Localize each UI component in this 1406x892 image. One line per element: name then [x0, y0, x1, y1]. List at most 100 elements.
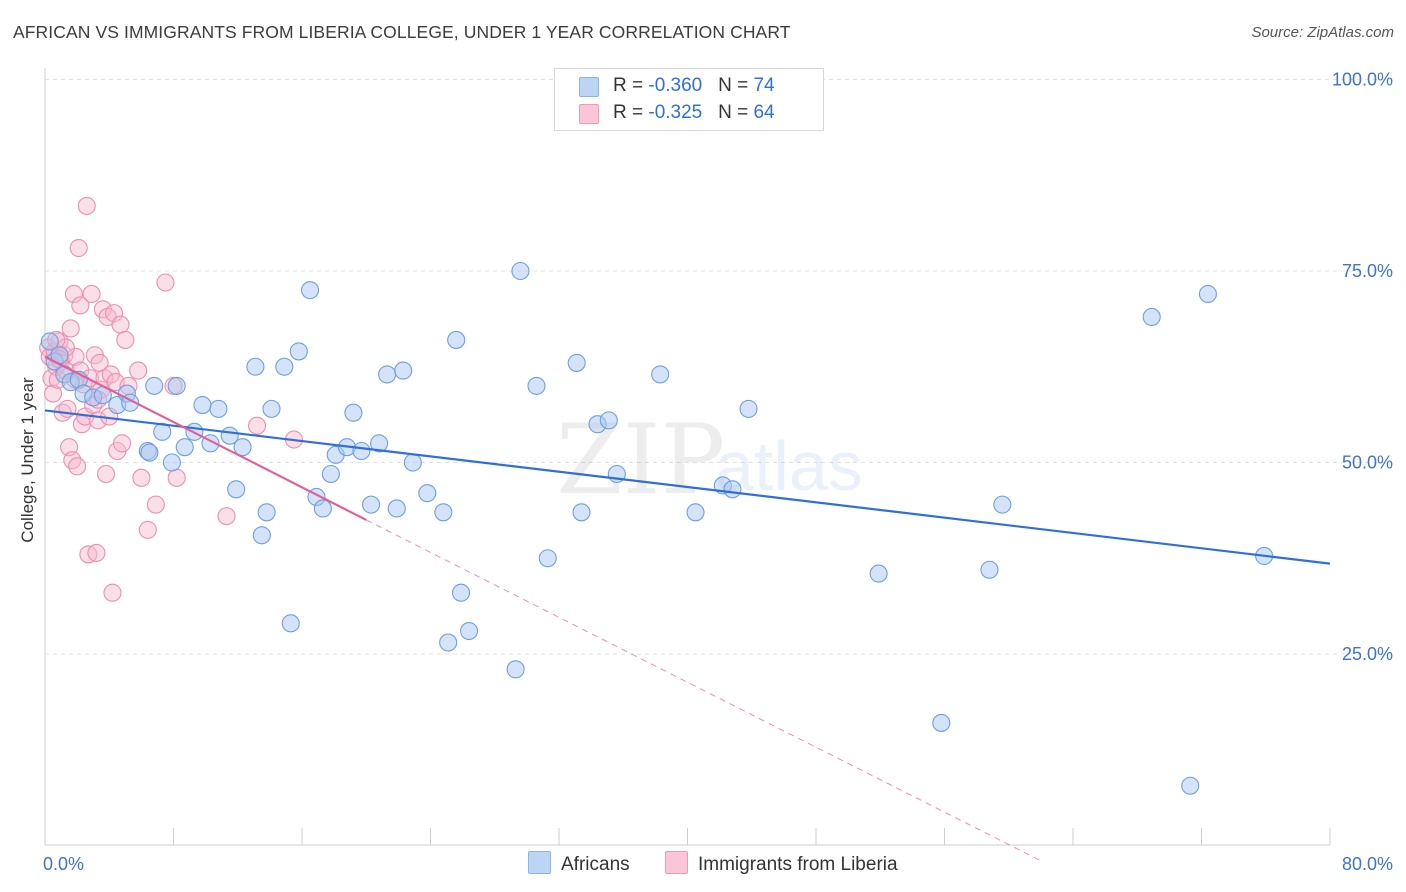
- legend-swatch-blue: [579, 77, 599, 97]
- africans-point: [567, 353, 586, 372]
- legend-r-label: R =: [613, 75, 649, 96]
- liberia-point: [156, 273, 175, 292]
- africans-point: [599, 411, 618, 430]
- liberia-point: [68, 457, 87, 476]
- legend-n-value: 74: [753, 75, 775, 96]
- africans-point: [344, 403, 363, 422]
- legend-n-label: N =: [718, 75, 754, 96]
- liberia-point: [111, 315, 130, 334]
- stats-legend: R = -0.360 N = 74 R = -0.325 N = 64: [554, 68, 824, 131]
- africans-point: [289, 342, 308, 361]
- legend-n-label: N =: [718, 102, 754, 123]
- source-credit: Source: ZipAtlas.com: [1251, 24, 1394, 41]
- africans-point: [869, 564, 888, 583]
- liberia-point: [77, 196, 96, 215]
- africans-point: [447, 330, 466, 349]
- liberia-point: [132, 468, 151, 487]
- africans-point: [511, 261, 530, 281]
- liberia-point: [103, 583, 122, 602]
- africans-point: [313, 499, 332, 518]
- liberia-point: [129, 361, 148, 380]
- africans-point: [980, 560, 999, 579]
- y-tick-label: 75.0%: [1342, 261, 1393, 281]
- liberia-point: [96, 464, 116, 484]
- africans-point: [434, 503, 453, 522]
- gridlines: [45, 79, 1392, 655]
- legend-r-label: R =: [613, 102, 649, 123]
- africans-point: [233, 438, 252, 457]
- liberia-point: [71, 296, 90, 315]
- africans-point: [275, 357, 294, 376]
- africans-point: [686, 503, 705, 522]
- africans-point: [162, 453, 181, 472]
- liberia-point: [217, 507, 236, 526]
- bottom-legend-label: Immigrants from Liberia: [698, 854, 898, 875]
- legend-r-value: -0.325: [648, 102, 703, 123]
- africans-point: [418, 484, 437, 503]
- liberia-point: [63, 451, 82, 470]
- bottom-legend-liberia: Immigrants from Liberia: [665, 851, 898, 876]
- africans-point: [252, 526, 271, 545]
- africans-point: [993, 495, 1012, 514]
- africans-point: [352, 441, 371, 461]
- africans-point: [387, 499, 406, 518]
- y-tick-labels: 25.0% 50.0% 75.0% 100.0%: [1332, 70, 1393, 665]
- africans-point: [227, 480, 246, 499]
- liberia-trend-extension: [366, 519, 1042, 862]
- liberia-point: [146, 495, 165, 514]
- x-tick-label-max: 80.0%: [1342, 854, 1393, 874]
- tick-labels: 25.0% 50.0% 75.0% 100.0% 0.0% 80.0%: [43, 70, 1393, 875]
- africans-point: [1181, 776, 1200, 795]
- africans-point: [167, 376, 186, 395]
- africans-point: [459, 621, 479, 641]
- liberia-point: [105, 304, 124, 323]
- africans-point: [281, 614, 300, 633]
- liberia-point: [116, 330, 135, 349]
- africans-point: [1142, 307, 1161, 327]
- africans-point: [40, 332, 59, 351]
- africans-point: [403, 453, 422, 472]
- x-tick-label-min: 0.0%: [43, 854, 84, 874]
- legend-r-value: -0.360: [648, 75, 703, 96]
- liberia-point: [43, 384, 63, 403]
- chart-title: AFRICAN VS IMMIGRANTS FROM LIBERIA COLLE…: [13, 22, 791, 42]
- liberia-point: [247, 416, 267, 435]
- liberia-point: [64, 284, 83, 304]
- africans-point: [394, 361, 413, 380]
- africans-point: [140, 443, 159, 462]
- africans-point: [538, 549, 557, 568]
- africans-point: [527, 376, 546, 395]
- africans-point: [193, 395, 212, 415]
- legend-swatch-pink: [579, 104, 599, 124]
- africans-point: [209, 399, 228, 418]
- africans-point: [321, 464, 340, 484]
- liberia-trend-line: [44, 355, 367, 521]
- liberia-point: [167, 468, 186, 487]
- watermark-zip: ZIP: [556, 404, 725, 516]
- liberia-point: [113, 434, 132, 453]
- liberia-point: [82, 284, 101, 304]
- y-tick-label: 50.0%: [1342, 453, 1393, 473]
- y-tick-label: 25.0%: [1342, 644, 1393, 664]
- africans-point: [370, 434, 389, 453]
- series-africans-points: [40, 261, 1274, 795]
- bottom-legend-label: Africans: [561, 854, 630, 875]
- y-axis-label: College, Under 1 year: [18, 377, 37, 543]
- bottom-legend-swatch-blue: [528, 851, 551, 874]
- africans-point: [362, 495, 381, 514]
- trend-lines: [44, 355, 1331, 862]
- africans-point: [932, 713, 951, 732]
- africans-point: [506, 660, 525, 679]
- africans-point: [378, 365, 397, 384]
- bottom-legend-swatch-pink: [665, 851, 688, 874]
- africans-point: [300, 281, 320, 300]
- bottom-legend-africans: Africans: [528, 851, 630, 876]
- africans-point: [257, 503, 276, 522]
- africans-point: [145, 376, 164, 395]
- liberia-point: [69, 238, 88, 258]
- africans-point: [246, 357, 265, 376]
- africans-point: [262, 399, 281, 418]
- liberia-point: [138, 520, 157, 539]
- africans-trend-line: [44, 409, 1331, 565]
